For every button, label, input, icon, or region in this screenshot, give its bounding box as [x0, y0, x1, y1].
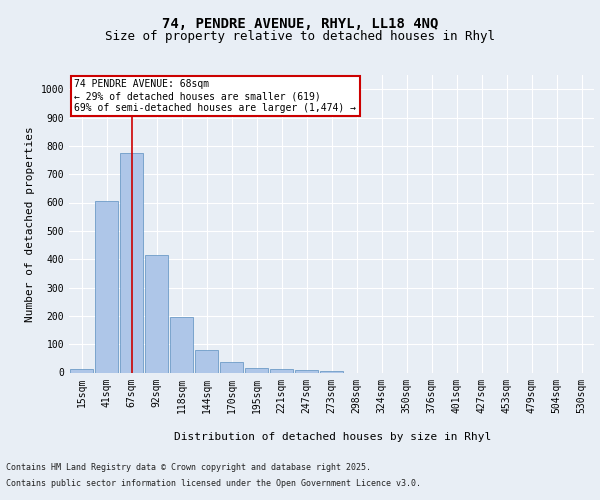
Bar — [220, 362, 243, 372]
Text: 74 PENDRE AVENUE: 68sqm
← 29% of detached houses are smaller (619)
69% of semi-d: 74 PENDRE AVENUE: 68sqm ← 29% of detache… — [74, 80, 356, 112]
Text: Contains public sector information licensed under the Open Government Licence v3: Contains public sector information licen… — [6, 478, 421, 488]
Bar — [270, 368, 293, 372]
Bar — [70, 369, 93, 372]
Text: Distribution of detached houses by size in Rhyl: Distribution of detached houses by size … — [175, 432, 491, 442]
Bar — [95, 201, 118, 372]
Bar — [170, 318, 193, 372]
Bar — [295, 370, 318, 372]
Text: Contains HM Land Registry data © Crown copyright and database right 2025.: Contains HM Land Registry data © Crown c… — [6, 464, 371, 472]
Bar — [120, 153, 143, 372]
Bar — [195, 350, 218, 372]
Text: 74, PENDRE AVENUE, RHYL, LL18 4NQ: 74, PENDRE AVENUE, RHYL, LL18 4NQ — [162, 18, 438, 32]
Bar — [245, 368, 268, 372]
Text: Size of property relative to detached houses in Rhyl: Size of property relative to detached ho… — [105, 30, 495, 43]
Bar — [145, 256, 168, 372]
Y-axis label: Number of detached properties: Number of detached properties — [25, 126, 35, 322]
